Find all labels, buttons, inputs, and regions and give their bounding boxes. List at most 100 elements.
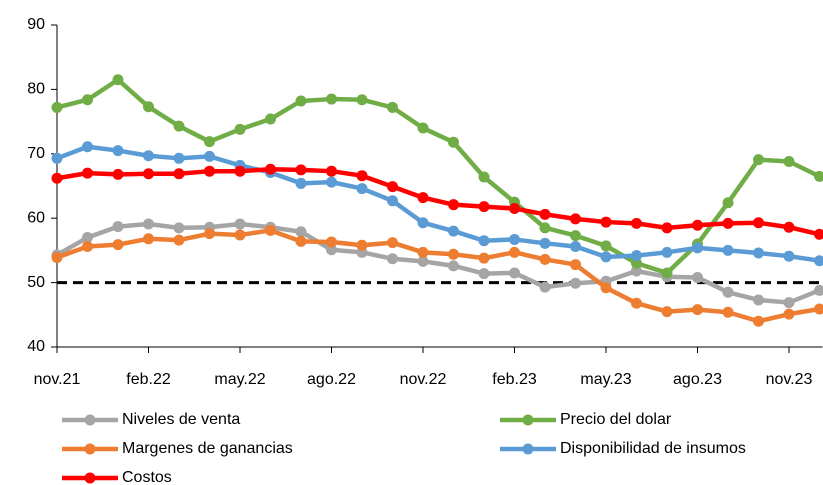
x-tick-label: nov.21: [34, 371, 81, 388]
point: [753, 315, 764, 327]
point: [112, 168, 124, 180]
point: [692, 271, 703, 283]
point: [509, 267, 520, 279]
point: [814, 284, 823, 296]
point: [661, 222, 673, 234]
point: [265, 113, 276, 125]
legend-marker: [522, 443, 534, 455]
point: [326, 244, 337, 256]
point: [82, 167, 93, 179]
legend-marker: [84, 443, 96, 455]
point: [661, 246, 673, 258]
point: [234, 165, 246, 177]
point: [631, 250, 642, 262]
point: [143, 233, 154, 245]
point: [387, 195, 398, 207]
point: [692, 304, 703, 316]
point: [509, 233, 520, 245]
point: [631, 257, 642, 269]
point: [539, 281, 551, 293]
point: [753, 154, 764, 166]
point: [387, 253, 398, 265]
point: [478, 201, 490, 213]
point: [173, 120, 185, 132]
point: [814, 255, 823, 267]
point: [356, 239, 368, 251]
point: [51, 172, 63, 184]
point: [112, 145, 124, 157]
point: [295, 226, 307, 238]
point: [82, 241, 93, 253]
point: [82, 94, 93, 106]
point: [356, 170, 368, 182]
point: [112, 74, 124, 86]
legend-marker: [84, 472, 96, 484]
point: [722, 306, 734, 318]
point: [417, 255, 429, 267]
y-tick-label: 40: [27, 338, 45, 355]
series-line: [56, 228, 820, 324]
y-tick-label: 60: [27, 209, 45, 226]
legend-label: Niveles de venta: [122, 411, 240, 428]
point: [692, 242, 703, 254]
point: [570, 230, 581, 242]
point: [417, 192, 429, 204]
point: [814, 228, 823, 240]
point: [600, 251, 612, 263]
point: [448, 260, 459, 272]
point: [814, 170, 823, 182]
point: [539, 208, 551, 220]
point: [722, 244, 734, 256]
point: [478, 252, 490, 264]
point: [631, 297, 642, 309]
point: [326, 165, 337, 177]
point: [51, 101, 63, 113]
point: [143, 150, 154, 162]
point: [234, 229, 246, 241]
point: [814, 303, 823, 315]
point: [570, 259, 581, 271]
point: [387, 237, 398, 249]
point: [417, 122, 429, 134]
legend-marker: [522, 414, 534, 426]
point: [417, 217, 429, 229]
point: [143, 168, 154, 180]
point: [509, 203, 520, 215]
x-tick-label: may.22: [214, 371, 265, 388]
point: [631, 265, 642, 277]
point: [692, 219, 703, 231]
point: [448, 248, 459, 260]
point: [478, 235, 490, 247]
point: [204, 150, 215, 162]
point: [173, 222, 185, 234]
x-tick-label: nov.23: [766, 371, 813, 388]
x-tick-label: nov.22: [400, 371, 447, 388]
x-tick-label: feb.22: [126, 371, 171, 388]
legend-label: Disponibilidad de insumos: [560, 440, 746, 457]
legend-label: Precio del dolar: [560, 411, 672, 428]
y-tick-label: 50: [27, 274, 45, 291]
point: [722, 197, 734, 209]
point: [204, 136, 215, 148]
point: [448, 199, 459, 211]
point: [265, 224, 276, 236]
point: [661, 267, 673, 279]
point: [51, 152, 63, 164]
point: [51, 251, 63, 263]
point: [326, 93, 337, 105]
point: [326, 236, 337, 248]
point: [448, 136, 459, 148]
point: [783, 156, 795, 168]
point: [539, 237, 551, 249]
point: [143, 218, 154, 230]
point: [600, 216, 612, 228]
point: [356, 94, 368, 106]
point: [448, 225, 459, 237]
point: [600, 240, 612, 252]
series-line: [56, 77, 821, 276]
point: [783, 297, 795, 309]
point: [173, 234, 185, 246]
point: [387, 181, 398, 193]
legend-label: Costos: [122, 469, 172, 485]
point: [204, 228, 215, 240]
